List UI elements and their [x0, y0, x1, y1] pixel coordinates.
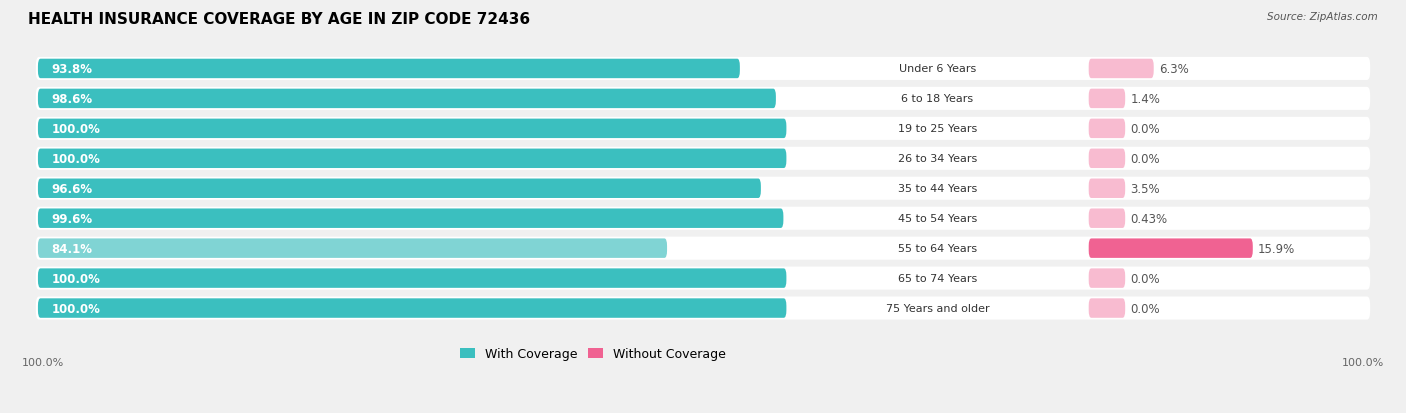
Text: 6 to 18 Years: 6 to 18 Years [901, 94, 973, 104]
Text: 96.6%: 96.6% [52, 182, 93, 195]
FancyBboxPatch shape [1088, 269, 1125, 288]
FancyBboxPatch shape [38, 299, 786, 318]
Text: Source: ZipAtlas.com: Source: ZipAtlas.com [1267, 12, 1378, 22]
Text: 99.6%: 99.6% [52, 212, 93, 225]
Text: 93.8%: 93.8% [52, 63, 93, 76]
Text: 75 Years and older: 75 Years and older [886, 303, 990, 313]
FancyBboxPatch shape [35, 297, 1371, 320]
FancyBboxPatch shape [1088, 179, 1125, 199]
FancyBboxPatch shape [38, 239, 666, 258]
Text: 98.6%: 98.6% [52, 93, 93, 106]
FancyBboxPatch shape [38, 59, 740, 79]
FancyBboxPatch shape [38, 119, 786, 139]
Text: 15.9%: 15.9% [1258, 242, 1295, 255]
FancyBboxPatch shape [35, 147, 1371, 171]
Text: 1.4%: 1.4% [1130, 93, 1160, 106]
FancyBboxPatch shape [38, 149, 786, 169]
Text: 100.0%: 100.0% [1341, 357, 1384, 367]
FancyBboxPatch shape [38, 179, 761, 199]
Text: 0.0%: 0.0% [1130, 123, 1160, 135]
Text: 84.1%: 84.1% [52, 242, 93, 255]
FancyBboxPatch shape [1088, 299, 1125, 318]
FancyBboxPatch shape [35, 237, 1371, 260]
Text: 35 to 44 Years: 35 to 44 Years [898, 184, 977, 194]
Text: 45 to 54 Years: 45 to 54 Years [898, 214, 977, 224]
Text: 100.0%: 100.0% [52, 152, 100, 165]
FancyBboxPatch shape [38, 269, 786, 288]
Text: 19 to 25 Years: 19 to 25 Years [898, 124, 977, 134]
FancyBboxPatch shape [35, 118, 1371, 140]
Text: 100.0%: 100.0% [52, 272, 100, 285]
FancyBboxPatch shape [35, 177, 1371, 200]
Text: 0.43%: 0.43% [1130, 212, 1167, 225]
FancyBboxPatch shape [1088, 119, 1125, 139]
FancyBboxPatch shape [1088, 209, 1125, 228]
Legend: With Coverage, Without Coverage: With Coverage, Without Coverage [456, 342, 731, 365]
FancyBboxPatch shape [35, 207, 1371, 230]
FancyBboxPatch shape [38, 209, 783, 228]
Text: 100.0%: 100.0% [52, 302, 100, 315]
FancyBboxPatch shape [1088, 90, 1125, 109]
FancyBboxPatch shape [35, 267, 1371, 290]
Text: 55 to 64 Years: 55 to 64 Years [898, 244, 977, 254]
Text: 100.0%: 100.0% [52, 123, 100, 135]
FancyBboxPatch shape [35, 58, 1371, 81]
Text: 3.5%: 3.5% [1130, 182, 1160, 195]
FancyBboxPatch shape [38, 90, 776, 109]
Text: 65 to 74 Years: 65 to 74 Years [898, 273, 977, 283]
Text: 0.0%: 0.0% [1130, 302, 1160, 315]
Text: 0.0%: 0.0% [1130, 272, 1160, 285]
Text: 26 to 34 Years: 26 to 34 Years [898, 154, 977, 164]
Text: 100.0%: 100.0% [22, 357, 65, 367]
Text: 6.3%: 6.3% [1159, 63, 1188, 76]
FancyBboxPatch shape [1088, 239, 1253, 258]
Text: HEALTH INSURANCE COVERAGE BY AGE IN ZIP CODE 72436: HEALTH INSURANCE COVERAGE BY AGE IN ZIP … [28, 12, 530, 27]
Text: Under 6 Years: Under 6 Years [898, 64, 976, 74]
Text: 0.0%: 0.0% [1130, 152, 1160, 165]
FancyBboxPatch shape [1088, 149, 1125, 169]
FancyBboxPatch shape [35, 88, 1371, 111]
FancyBboxPatch shape [1088, 59, 1154, 79]
